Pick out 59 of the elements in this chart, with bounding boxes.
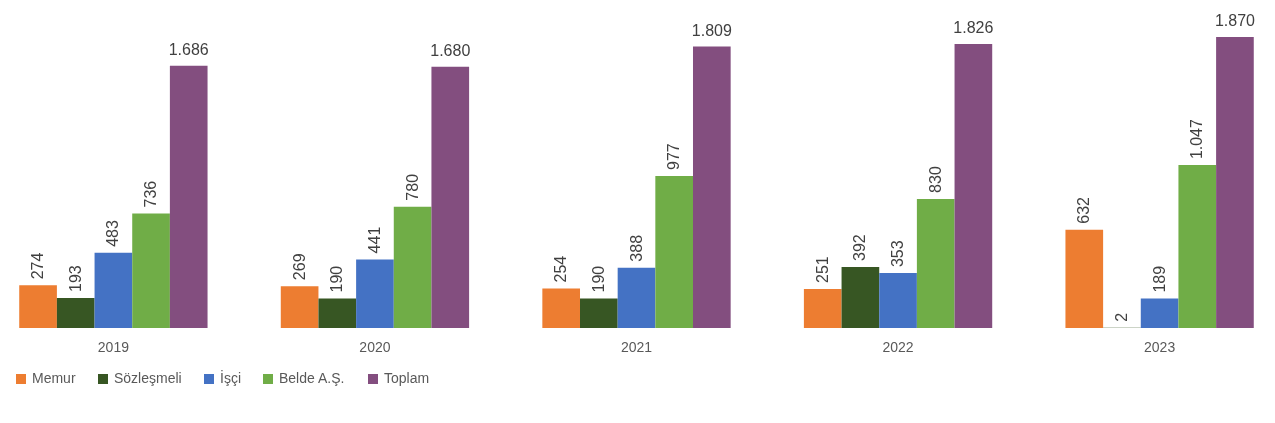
data-label: 977 — [665, 143, 683, 171]
data-label: 1.809 — [691, 21, 732, 39]
legend-label: Sözleşmeli — [114, 370, 182, 386]
bar — [879, 273, 917, 328]
x-tick-label: 2022 — [882, 338, 914, 355]
data-label: 251 — [813, 256, 831, 283]
data-label: 1.870 — [1214, 12, 1256, 30]
bar — [655, 176, 693, 328]
data-label: 190 — [328, 265, 346, 293]
data-label: 1.047 — [1188, 118, 1206, 160]
bar — [169, 65, 208, 328]
data-label: 2 — [1112, 312, 1130, 322]
bar — [431, 66, 470, 328]
data-label: 441 — [365, 226, 383, 254]
data-label: 392 — [851, 234, 869, 262]
data-label: 388 — [627, 234, 645, 262]
bar — [617, 267, 656, 328]
bar — [803, 288, 842, 328]
data-label: 1.826 — [953, 18, 994, 36]
data-label: 780 — [403, 173, 421, 201]
legend-label: Belde A.Ş. — [279, 370, 345, 386]
data-label: 193 — [66, 265, 84, 292]
bar — [1065, 229, 1104, 328]
bar — [19, 285, 57, 328]
bar — [542, 288, 580, 328]
x-tick-label: 2023 — [1144, 338, 1176, 355]
data-label: 353 — [889, 240, 907, 268]
x-tick-label: 2021 — [620, 338, 653, 355]
bar — [1216, 37, 1254, 328]
bar — [132, 213, 170, 328]
bar — [841, 267, 880, 328]
legend-label: Memur — [32, 370, 76, 386]
legend-label: İşçi — [220, 369, 241, 386]
bar — [954, 43, 993, 328]
data-label: 190 — [589, 265, 607, 293]
bar — [318, 298, 357, 328]
data-label: 189 — [1150, 265, 1168, 293]
data-label: 254 — [552, 255, 570, 283]
bar — [356, 259, 394, 328]
data-label: 1.686 — [168, 40, 209, 58]
bar — [94, 252, 133, 328]
bar — [580, 298, 618, 328]
data-label: 736 — [142, 180, 160, 208]
data-label: 830 — [926, 166, 944, 193]
x-tick-label: 2019 — [97, 338, 130, 355]
bar — [916, 198, 955, 328]
data-label: 1.680 — [430, 41, 471, 59]
x-tick-label: 2020 — [359, 338, 391, 355]
bar — [56, 297, 95, 328]
bar — [280, 286, 319, 328]
data-label: 269 — [290, 253, 308, 281]
bar — [693, 46, 731, 328]
bar — [393, 206, 432, 328]
bar — [1140, 298, 1179, 328]
data-label: 632 — [1075, 196, 1093, 224]
legend-label: Toplam — [384, 370, 430, 386]
data-label: 483 — [104, 220, 122, 247]
bar — [1178, 165, 1217, 328]
data-label: 274 — [29, 252, 47, 280]
